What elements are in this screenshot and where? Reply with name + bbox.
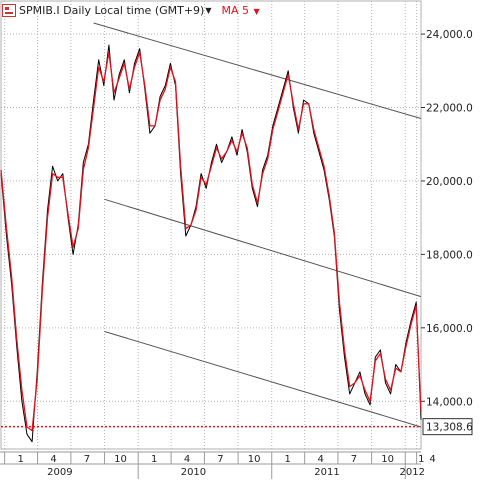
trendlines — [93, 22, 422, 428]
trendline — [104, 331, 422, 428]
y-tick-label: 22,000.0 — [426, 102, 473, 114]
chart-header: SPMIB.I Daily Local time (GMT+9) ▼ MA 5 … — [2, 2, 260, 18]
ma-label: MA 5 — [221, 3, 250, 17]
trendline — [104, 198, 422, 298]
y-tick-label: 20,000.0 — [426, 176, 473, 188]
x-tick-label: 1 — [151, 454, 157, 465]
y-axis: 14,000.0 16,000.0 18,000.0 20,000.0 22,000.0… — [421, 29, 473, 408]
x-tick-label: 7 — [84, 454, 90, 465]
current-value-line: 13,308.6 — [1, 418, 473, 436]
series-layer — [0, 44, 422, 443]
current-value-box — [422, 418, 473, 436]
x-tick-label: 10 — [381, 454, 394, 465]
x-tick-label: 4 — [429, 454, 435, 465]
trendline — [93, 22, 422, 119]
x-tick-label: 4 — [317, 454, 323, 465]
current-value-label: 13,308.6 — [426, 422, 473, 434]
grid — [1, 1, 421, 449]
plot-area — [0, 0, 422, 450]
price-line — [0, 44, 422, 443]
x-tick-label: 4 — [184, 454, 190, 465]
y-tick-label: 18,000.0 — [426, 249, 473, 261]
x-tick-label: 1 — [418, 454, 424, 465]
y-tick-label: 16,000.0 — [426, 323, 473, 335]
ma-indicator[interactable]: MA 5 ▼ — [222, 4, 260, 17]
x-tick-label: 1 — [17, 454, 23, 465]
ma-dropdown-icon[interactable]: ▼ — [253, 6, 260, 16]
year-label: 2010 — [181, 467, 206, 478]
x-tick-label: 4 — [50, 454, 56, 465]
y-tick-label: 24,000.0 — [426, 29, 473, 41]
x-tick-label: 10 — [248, 454, 261, 465]
title-dropdown-icon[interactable]: ▼ — [205, 5, 212, 15]
x-tick-label: 10 — [114, 454, 127, 465]
y-tick-label: 14,000.0 — [426, 396, 473, 408]
year-label: 2012 — [399, 467, 424, 478]
ma5-line — [0, 51, 422, 432]
cfd-logo-icon — [2, 3, 16, 17]
year-label: 2011 — [314, 467, 339, 478]
x-tick-label: 7 — [351, 454, 357, 465]
chart-title[interactable]: SPMIB.I Daily Local time (GMT+9) — [19, 3, 205, 17]
x-tick-label: 7 — [217, 454, 223, 465]
x-tick-label: 1 — [285, 454, 291, 465]
year-label: 2009 — [47, 467, 72, 478]
